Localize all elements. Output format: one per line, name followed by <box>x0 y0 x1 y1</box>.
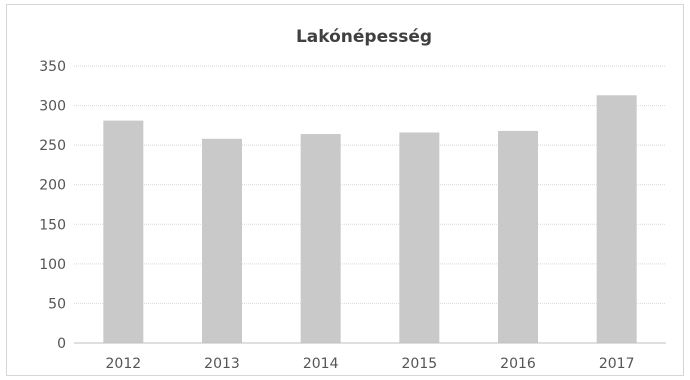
y-tick-label: 100 <box>39 257 66 273</box>
x-tick-label: 2014 <box>303 356 339 372</box>
y-axis-ticks: 0 50 100 150 200 250 300 350 <box>39 59 66 352</box>
x-axis-ticks: 2012 2013 2014 2015 2016 2017 <box>106 356 635 372</box>
chart-title: Lakónépesség <box>296 27 432 47</box>
bar-2012 <box>103 120 144 343</box>
y-tick-label: 350 <box>39 59 66 75</box>
x-tick-label: 2013 <box>204 356 240 372</box>
y-tick-label: 150 <box>39 217 66 233</box>
bar-2017 <box>596 95 637 343</box>
y-tick-label: 0 <box>57 336 66 352</box>
bar-2016 <box>498 130 538 343</box>
x-tick-label: 2015 <box>402 356 438 372</box>
y-tick-label: 50 <box>48 296 66 312</box>
x-tick-label: 2016 <box>500 356 536 372</box>
bars <box>103 95 637 343</box>
y-tick-label: 300 <box>39 99 66 115</box>
bar-2013 <box>202 138 242 343</box>
y-tick-label: 250 <box>39 138 66 154</box>
bar-2015 <box>399 132 440 343</box>
y-tick-label: 200 <box>39 178 66 194</box>
bar-2014 <box>300 134 341 343</box>
x-tick-label: 2017 <box>599 356 635 372</box>
gridlines <box>74 65 666 304</box>
x-tick-label: 2012 <box>106 356 142 372</box>
